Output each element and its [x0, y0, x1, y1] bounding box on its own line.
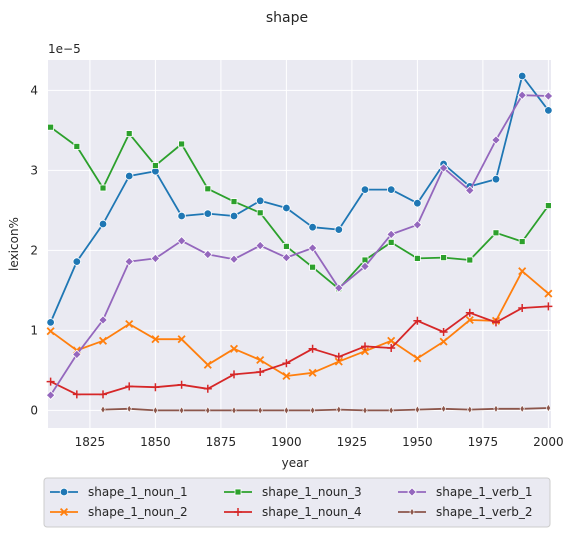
legend-label: shape_1_noun_2	[88, 505, 188, 519]
y-tick-label: 1	[30, 323, 38, 337]
y-tick-label: 2	[30, 243, 38, 257]
y-axis-offset-label: 1e−5	[48, 42, 81, 56]
data-point	[518, 72, 526, 80]
legend-label: shape_1_noun_3	[262, 485, 362, 499]
data-point	[387, 186, 395, 194]
data-point	[99, 220, 107, 228]
data-point	[126, 131, 132, 137]
data-point	[205, 186, 211, 192]
x-tick-label: 1825	[75, 435, 106, 449]
legend-label: shape_1_noun_1	[88, 485, 188, 499]
data-point	[492, 175, 500, 183]
data-point	[309, 223, 317, 231]
legend: shape_1_noun_1 shape_1_noun_2 shape_1_noun…	[44, 478, 550, 527]
data-point	[310, 264, 316, 270]
x-tick-label: 1950	[402, 435, 433, 449]
data-point	[283, 243, 289, 249]
data-point	[545, 203, 551, 209]
y-tick-label: 4	[30, 83, 38, 97]
x-tick-label: 1850	[140, 435, 171, 449]
data-point	[125, 172, 133, 180]
data-point	[335, 226, 343, 234]
data-point	[545, 107, 553, 115]
data-point	[152, 163, 158, 169]
data-point	[100, 185, 106, 191]
y-tick-label: 0	[30, 403, 38, 417]
data-point	[361, 186, 369, 194]
data-point	[257, 210, 263, 216]
x-tick-label: 1925	[337, 435, 368, 449]
legend-label: shape_1_noun_4	[262, 505, 362, 519]
data-point	[179, 141, 185, 147]
data-point	[283, 204, 291, 212]
legend-label: shape_1_verb_2	[436, 505, 533, 519]
data-point	[47, 319, 55, 327]
data-point	[441, 255, 447, 261]
x-tick-label: 1900	[271, 435, 302, 449]
y-axis-label: lexicon%	[7, 217, 21, 271]
data-point	[388, 239, 394, 245]
data-point	[256, 197, 264, 205]
data-point	[73, 258, 81, 266]
data-point	[467, 257, 473, 263]
data-point	[48, 124, 54, 130]
data-point	[231, 199, 237, 205]
chart-title: shape	[266, 10, 308, 26]
data-point	[493, 230, 499, 236]
data-point	[74, 143, 80, 149]
x-tick-label: 2000	[533, 435, 563, 449]
data-point	[414, 199, 422, 207]
y-tick-label: 3	[30, 163, 38, 177]
data-point	[204, 210, 212, 218]
legend-marker	[60, 488, 68, 496]
data-point	[519, 239, 525, 245]
x-tick-label: 1875	[206, 435, 237, 449]
x-axis-label: year	[282, 456, 309, 470]
legend-marker	[235, 489, 241, 495]
x-tick-label: 1975	[468, 435, 499, 449]
data-point	[230, 212, 238, 220]
legend-label: shape_1_verb_1	[436, 485, 533, 499]
data-point	[414, 255, 420, 261]
plot-area	[48, 60, 551, 428]
data-point	[178, 212, 186, 220]
